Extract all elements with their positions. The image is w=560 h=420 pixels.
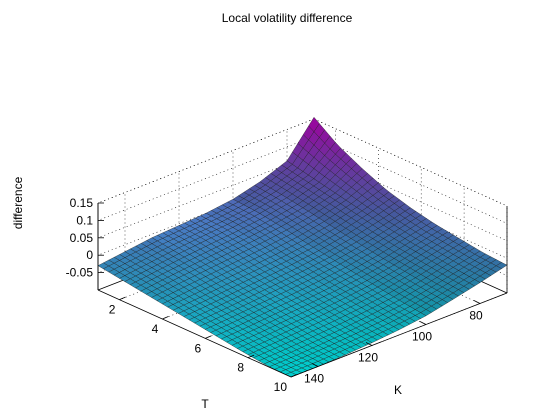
chart-title: Local volatility difference [222,11,353,25]
t-axis-line [97,289,292,378]
t-tick-label-0: 2 [109,303,116,317]
k-tick-label-1: 100 [412,330,432,344]
z-tick-label-1: 0 [86,248,93,262]
t-tick-mark-4 [290,374,298,378]
t-tick-mark-2 [205,335,212,339]
k-tick-mark-3 [311,363,319,367]
axis-layer: -0.05 0 0.05 0.1 0.15 2 4 6 8 10 80 100 120 140 [66,196,508,394]
t-tick-label-4: 10 [274,380,288,394]
k-axis-line [290,292,508,378]
y-axis-label: T [201,397,209,411]
back-right-grid-z-1 [313,170,508,259]
k-tick-mark-2 [365,342,373,346]
t-tick-label-3: 8 [237,361,244,375]
k-tick-label-3: 140 [304,372,324,386]
surface-layer [97,116,508,378]
t-tick-mark-0 [119,296,126,301]
back-right-grid-z-2 [313,153,508,242]
box-edge-top-right [313,118,508,207]
z-tick-label-0: -0.05 [66,266,94,280]
back-right-grid-z-3 [313,136,508,224]
z-tick-label-3: 0.1 [76,213,93,227]
x-axis-label: K [394,383,402,397]
z-tick-label-4: 0.15 [70,196,94,210]
z-tick-label-2: 0.05 [70,231,94,245]
k-tick-label-0: 80 [469,309,483,323]
k-tick-mark-1 [419,321,427,325]
k-tick-label-2: 120 [358,351,378,365]
t-tick-mark-1 [162,316,169,320]
t-tick-mark-3 [247,354,255,359]
t-tick-label-1: 4 [152,322,159,336]
t-tick-label-2: 6 [195,341,202,355]
z-axis-label: difference [11,176,25,229]
k-tick-mark-0 [473,300,481,304]
